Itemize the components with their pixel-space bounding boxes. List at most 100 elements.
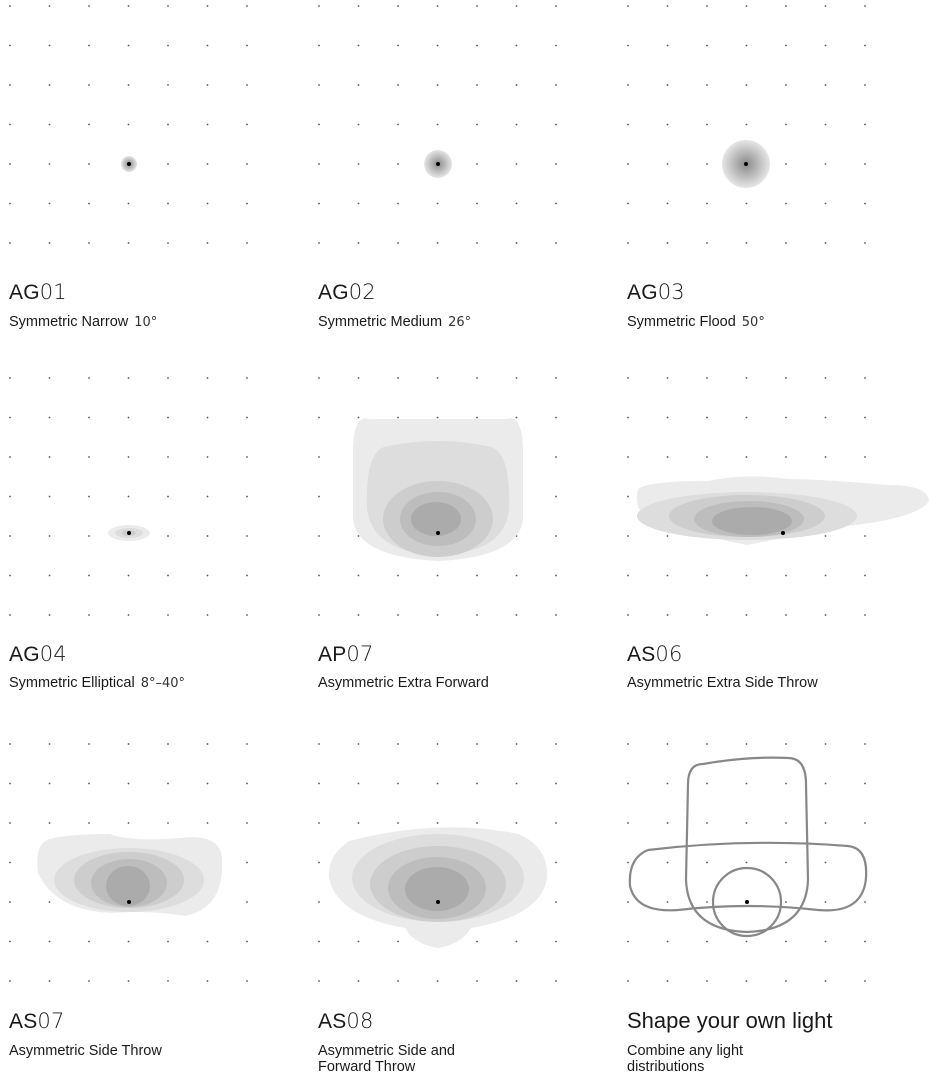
grid-dot [824, 822, 827, 824]
grid-dot [357, 535, 360, 537]
grid-dot [864, 456, 866, 458]
grid-dot [318, 242, 320, 244]
grid-dot [246, 822, 248, 824]
grid-dot [864, 614, 866, 616]
grid-dot [88, 456, 90, 458]
grid-dot [864, 377, 866, 379]
grid-dot [476, 5, 478, 7]
grid-dot [246, 416, 248, 419]
grid-dot [864, 242, 866, 244]
grid-dots [9, 5, 248, 244]
grid-dot [864, 416, 866, 419]
grid-dot [206, 495, 209, 498]
grid-dot [555, 574, 557, 577]
grid-dot [515, 84, 518, 86]
grid-dot [666, 5, 669, 7]
grid-dot [167, 456, 169, 458]
grid-dot [666, 377, 669, 379]
grid-dot [127, 940, 130, 943]
grid-dot [318, 5, 320, 7]
grid-dot [127, 123, 130, 126]
grid-dot [206, 980, 209, 982]
light-contour [421, 510, 449, 528]
grid-dot [824, 377, 827, 379]
grid-dot [864, 822, 866, 824]
grid-dot [666, 901, 669, 903]
grid-dot [627, 84, 629, 86]
grid-dot [824, 44, 827, 47]
grid-dot [357, 782, 360, 785]
grid-dot [515, 377, 518, 379]
grid-dot [627, 782, 629, 785]
grid-dot [357, 980, 360, 982]
grid-dot [666, 123, 669, 126]
grid-dot [785, 782, 787, 785]
grid-dot [436, 614, 439, 616]
grid-dot [555, 84, 557, 86]
grid-dot [436, 416, 439, 419]
grid-dot [555, 861, 557, 864]
grid-dot [627, 535, 629, 537]
grid-dot [167, 743, 169, 745]
grid-dot [476, 574, 478, 577]
grid-dots [9, 377, 248, 616]
grid-dots [627, 377, 866, 616]
grid-dot [666, 574, 669, 577]
grid-dot [127, 743, 130, 745]
center-dot [436, 162, 440, 166]
grid-dot [785, 980, 787, 982]
grid-dot [476, 44, 478, 47]
grid-dot [246, 202, 248, 205]
description-as06: Asymmetric Extra Side Throw [627, 675, 818, 691]
grid-dot [706, 743, 708, 745]
grid-dot [9, 980, 11, 982]
grid-dot [627, 416, 629, 419]
center-dot [781, 531, 785, 535]
grid-dot [666, 456, 669, 458]
grid-dot [476, 940, 478, 943]
grid-dot [48, 901, 51, 903]
diagram-ag02 [318, 5, 557, 244]
grid-dots [627, 743, 866, 982]
light-contour [732, 514, 772, 526]
grid-dot [555, 495, 557, 498]
grid-dot [666, 242, 669, 244]
grid-dot [745, 574, 748, 577]
grid-dot [555, 743, 557, 745]
grid-dot [88, 535, 90, 537]
grid-dot [785, 5, 787, 7]
grid-dot [824, 535, 827, 537]
grid-dot [88, 416, 90, 419]
grid-dot [357, 242, 360, 244]
grid-dot [555, 202, 557, 205]
grid-dot [706, 5, 708, 7]
center-dot [127, 531, 131, 535]
grid-dot [357, 822, 360, 824]
code-ag04: AG04 [9, 642, 67, 666]
grid-dot [476, 377, 478, 379]
center-dot [436, 900, 440, 904]
grid-dot [48, 782, 51, 785]
grid-dot [88, 980, 90, 982]
grid-dot [127, 242, 130, 244]
grid-dot [206, 456, 209, 458]
grid-dot [824, 940, 827, 943]
grid-dot [167, 163, 169, 165]
grid-dot [318, 495, 320, 498]
grid-dot [824, 5, 827, 7]
grid-dot [515, 163, 518, 165]
grid-dot [246, 901, 248, 903]
grid-dot [318, 44, 320, 47]
grid-dot [706, 123, 708, 126]
grid-dot [9, 574, 11, 577]
grid-dot [246, 495, 248, 498]
grid-dot [824, 163, 827, 165]
grid-dot [515, 5, 518, 7]
grid-dot [666, 163, 669, 165]
description-ag02: Symmetric Medium 26° [318, 314, 472, 330]
grid-dot [167, 495, 169, 498]
grid-dot [9, 822, 11, 824]
grid-dots [318, 5, 557, 244]
grid-dot [555, 782, 557, 785]
grid-dot [745, 84, 748, 86]
